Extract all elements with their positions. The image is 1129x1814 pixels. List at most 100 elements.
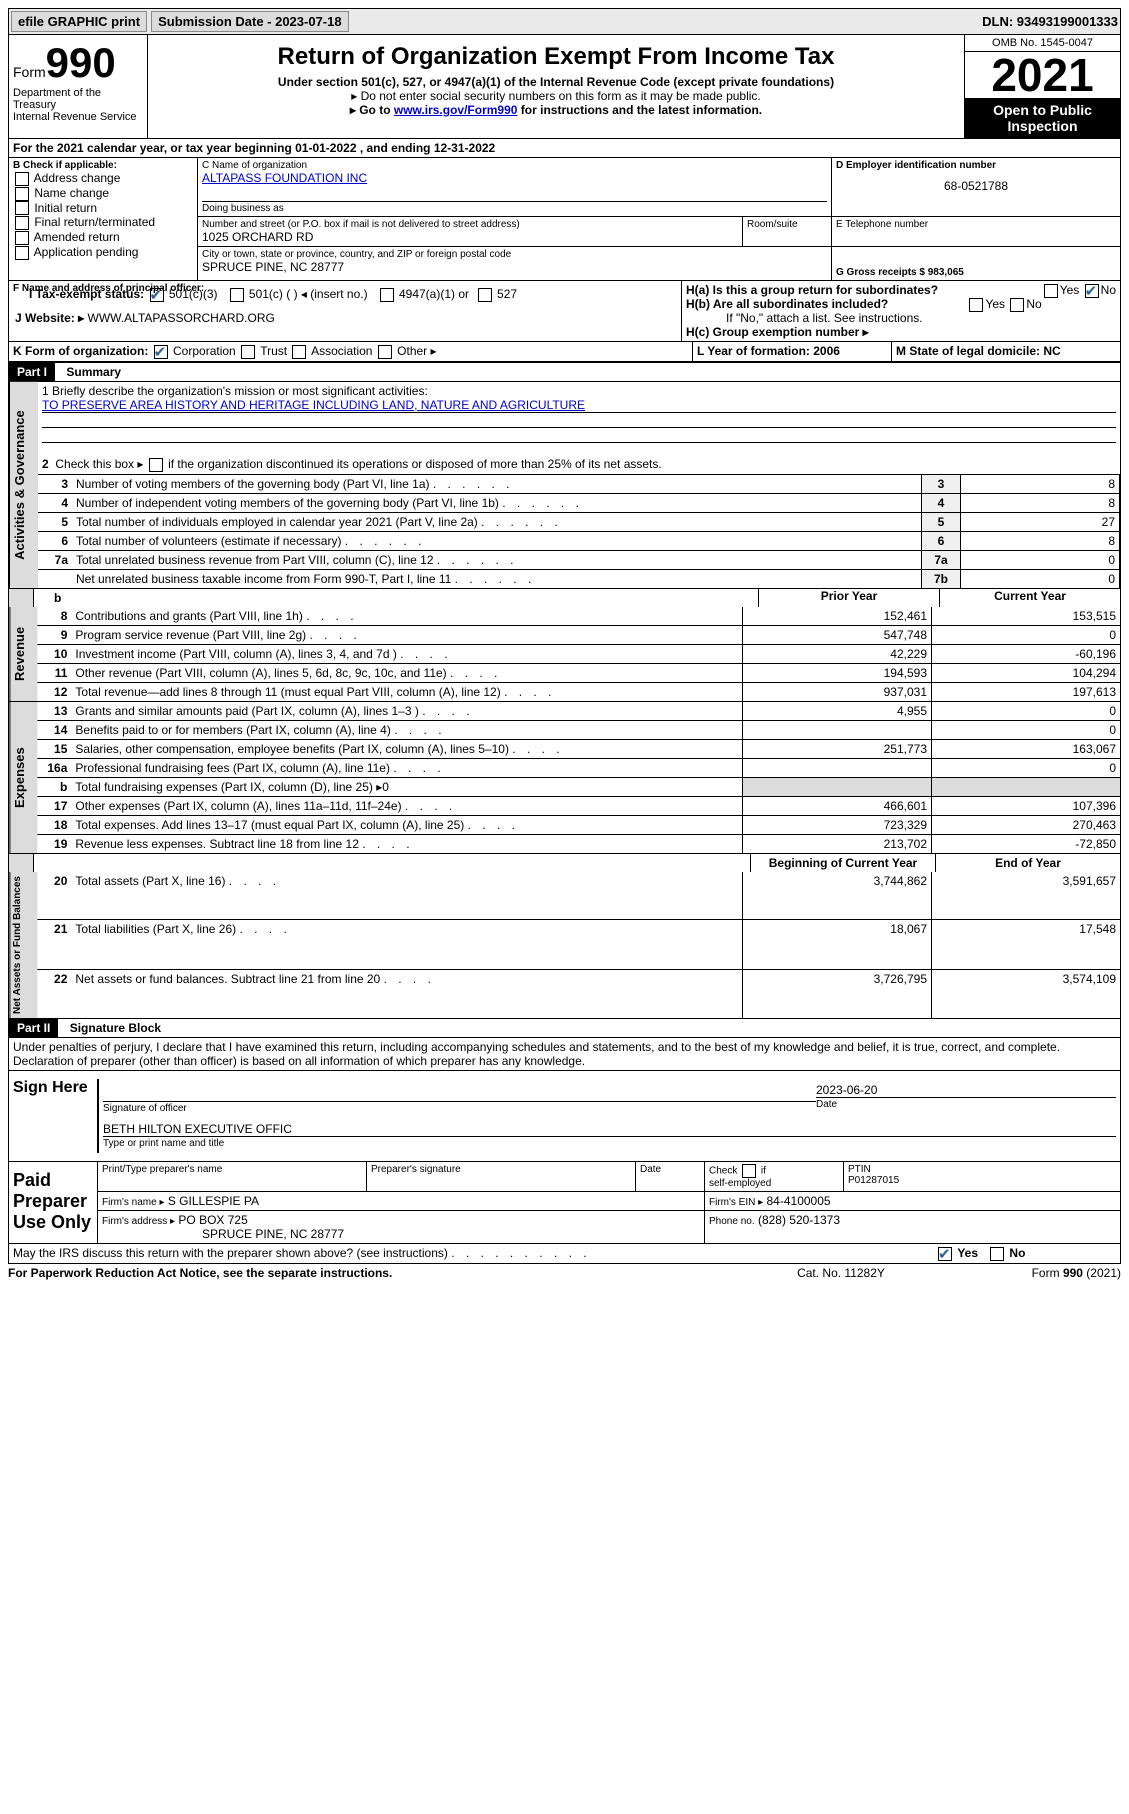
discuss-yes-checkbox[interactable]	[938, 1247, 952, 1261]
sig-date: 2023-06-20	[816, 1083, 1116, 1097]
end-year-header: End of Year	[936, 854, 1120, 872]
form-label: Form	[13, 64, 46, 80]
ssn-warning: ▸ Do not enter social security numbers o…	[152, 89, 960, 103]
part2-header: Part II	[9, 1019, 58, 1037]
dept-treasury: Department of the Treasury	[13, 87, 143, 111]
501c3-checkbox[interactable]	[150, 288, 164, 302]
501c-checkbox[interactable]	[230, 288, 244, 302]
d-ein-label: D Employer identification number	[836, 160, 1116, 171]
irs-discuss-label: May the IRS discuss this return with the…	[13, 1246, 936, 1261]
goto-pre: ▸ Go to	[350, 103, 394, 117]
j-website-label: J Website: ▸	[15, 311, 84, 325]
paid-prep-label: Paid Preparer Use Only	[9, 1162, 97, 1243]
527-checkbox[interactable]	[478, 288, 492, 302]
irs-label: Internal Revenue Service	[13, 111, 143, 123]
final-return-checkbox[interactable]	[15, 216, 29, 230]
part2-title: Signature Block	[62, 1019, 169, 1037]
firm-ein: 84-4100005	[767, 1194, 831, 1208]
prep-date-label: Date	[636, 1162, 705, 1192]
form-subtitle: Under section 501(c), 527, or 4947(a)(1)…	[152, 75, 960, 89]
mission-desc[interactable]: TO PRESERVE AREA HISTORY AND HERITAGE IN…	[42, 398, 1116, 413]
footer-left: For Paperwork Reduction Act Notice, see …	[8, 1266, 741, 1280]
g-gross-receipts: G Gross receipts $ 983,065	[836, 267, 1116, 278]
ha-label: H(a) Is this a group return for subordin…	[686, 283, 938, 297]
street-label: Number and street (or P.O. box if mail i…	[202, 219, 738, 230]
form-header: Form990 Department of the Treasury Inter…	[8, 35, 1121, 139]
public-inspection: Open to Public Inspection	[965, 98, 1120, 138]
prior-year-header: Prior Year	[758, 589, 940, 607]
dln: DLN: 93493199001333	[982, 14, 1118, 29]
prep-sig-label: Preparer's signature	[367, 1162, 636, 1192]
perjury-declaration: Under penalties of perjury, I declare th…	[9, 1038, 1120, 1071]
ha-yes-checkbox[interactable]	[1044, 284, 1058, 298]
date-label: Date	[816, 1097, 1116, 1110]
initial-return-checkbox[interactable]	[15, 201, 29, 215]
line2-desc: 2 Check this box ▸ if the organization d…	[42, 457, 1116, 472]
ein-value: 68-0521788	[836, 171, 1116, 201]
k-form-org-label: K Form of organization:	[13, 344, 148, 358]
room-suite-label: Room/suite	[743, 217, 832, 246]
c-name-label: C Name of organization	[202, 160, 827, 171]
firm-addr: PO BOX 725	[178, 1213, 247, 1227]
4947-checkbox[interactable]	[380, 288, 394, 302]
l-year-formation: L Year of formation: 2006	[693, 342, 892, 361]
firm-phone: (828) 520-1373	[758, 1213, 840, 1227]
address-change-checkbox[interactable]	[15, 172, 29, 186]
pt-name-label: Print/Type preparer's name	[98, 1162, 367, 1192]
i-tax-status-label: I Tax-exempt status:	[29, 287, 144, 301]
b-check-label: B Check if applicable:	[13, 160, 193, 171]
sign-here-label: Sign Here	[9, 1071, 97, 1161]
website-value: WWW.ALTAPASSORCHARD.ORG	[88, 311, 275, 325]
k-other-checkbox[interactable]	[378, 345, 392, 359]
ha-no-checkbox[interactable]	[1085, 284, 1099, 298]
goto-post: for instructions and the latest informat…	[517, 103, 762, 117]
ptin-value: P01287015	[848, 1175, 899, 1186]
top-bar: efile GRAPHIC print Submission Date - 20…	[8, 8, 1121, 35]
rev-section-label: Revenue	[9, 607, 37, 701]
net-section-label: Net Assets or Fund Balances	[9, 872, 37, 1018]
sig-officer-label: Signature of officer	[103, 1101, 816, 1114]
hb-label: H(b) Are all subordinates included?	[686, 297, 888, 311]
tax-year: 2021	[965, 52, 1120, 98]
irs-link[interactable]: www.irs.gov/Form990	[394, 103, 518, 117]
self-emp-checkbox[interactable]	[742, 1164, 756, 1178]
k-assoc-checkbox[interactable]	[292, 345, 306, 359]
tax-period: For the 2021 calendar year, or tax year …	[9, 139, 1120, 158]
city-label: City or town, state or province, country…	[202, 249, 827, 260]
dba-label: Doing business as	[202, 201, 827, 214]
m-state-domicile: M State of legal domicile: NC	[892, 342, 1120, 361]
current-year-header: Current Year	[940, 589, 1120, 607]
org-name[interactable]: ALTAPASS FOUNDATION INC	[202, 171, 367, 185]
hb-note: If "No," attach a list. See instructions…	[686, 311, 1116, 325]
city-value: SPRUCE PINE, NC 28777	[202, 260, 827, 274]
street-value: 1025 ORCHARD RD	[202, 230, 738, 244]
name-change-checkbox[interactable]	[15, 187, 29, 201]
beg-year-header: Beginning of Current Year	[750, 854, 936, 872]
gov-section-label: Activities & Governance	[9, 382, 38, 588]
e-phone-label: E Telephone number	[836, 219, 1116, 230]
k-trust-checkbox[interactable]	[241, 345, 255, 359]
hc-label: H(c) Group exemption number ▸	[686, 325, 1116, 339]
summary-table-rev: 8 Contributions and grants (Part VIII, l…	[37, 607, 1120, 701]
efile-print-button[interactable]: efile GRAPHIC print	[11, 11, 147, 32]
discuss-no-checkbox[interactable]	[990, 1247, 1004, 1261]
exp-section-label: Expenses	[9, 702, 37, 853]
summary-table-a: 3 Number of voting members of the govern…	[38, 474, 1120, 588]
part1-title: Summary	[58, 363, 129, 381]
form-title: Return of Organization Exempt From Incom…	[152, 43, 960, 71]
firm-city: SPRUCE PINE, NC 28777	[102, 1227, 344, 1241]
footer-form: Form 990 (2021)	[941, 1266, 1121, 1280]
hb-yes-checkbox[interactable]	[969, 298, 983, 312]
line2-checkbox[interactable]	[149, 458, 163, 472]
summary-table-exp: 13 Grants and similar amounts paid (Part…	[37, 702, 1120, 853]
hb-no-checkbox[interactable]	[1010, 298, 1024, 312]
part1-header: Part I	[9, 363, 55, 381]
form-number: 990	[46, 39, 116, 86]
app-pending-checkbox[interactable]	[15, 246, 29, 260]
firm-name: S GILLESPIE PA	[168, 1194, 259, 1208]
officer-name: BETH HILTON EXECUTIVE OFFIC	[103, 1122, 1116, 1136]
k-corp-checkbox[interactable]	[154, 345, 168, 359]
submission-date: Submission Date - 2023-07-18	[151, 11, 349, 32]
name-title-label: Type or print name and title	[103, 1136, 1116, 1149]
amended-return-checkbox[interactable]	[15, 231, 29, 245]
